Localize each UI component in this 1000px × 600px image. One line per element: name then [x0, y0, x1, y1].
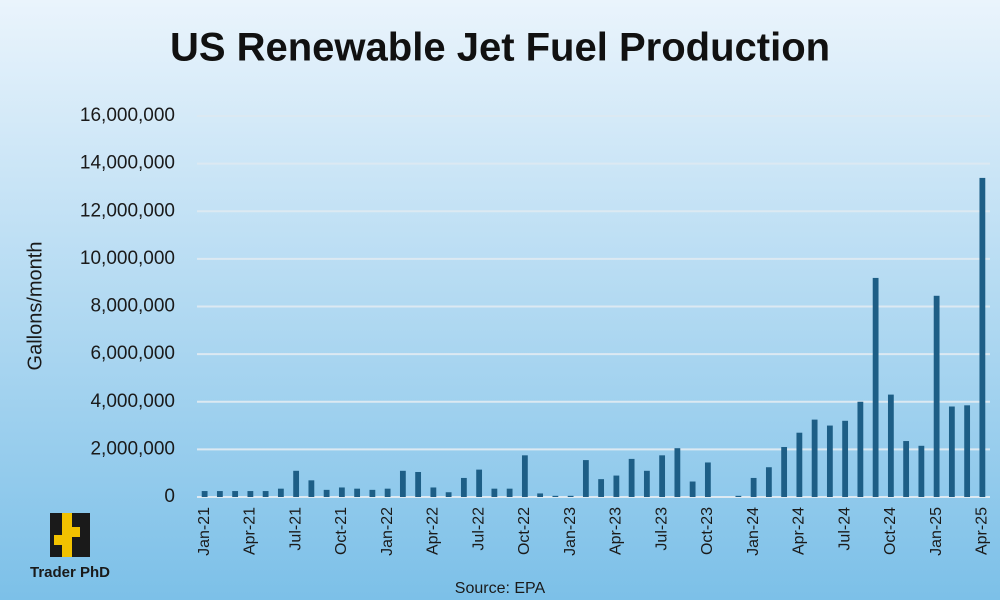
x-tick-label: Jan-25: [928, 507, 945, 556]
x-tick-label: Jul-24: [836, 507, 853, 551]
x-tick-label: Apr-22: [425, 507, 442, 555]
logo: Trader PhD: [30, 513, 110, 581]
y-tick-label: 10,000,000: [80, 248, 175, 269]
x-tick-label: Apr-25: [974, 507, 991, 555]
y-tick-label: 0: [164, 486, 175, 507]
bar: [643, 470, 650, 497]
y-tick-label: 8,000,000: [90, 296, 175, 317]
bar: [232, 491, 239, 497]
y-tick-label: 16,000,000: [80, 105, 175, 126]
bar: [948, 406, 955, 497]
x-tick-label: Jul-21: [287, 507, 304, 551]
bar: [582, 460, 589, 497]
x-tick-label: Oct-23: [699, 507, 716, 555]
y-tick-label: 12,000,000: [80, 200, 175, 221]
bar: [887, 394, 894, 497]
y-axis-label: Gallons/month: [24, 242, 46, 371]
bar: [491, 488, 498, 497]
bar: [765, 467, 772, 497]
bar: [552, 495, 559, 497]
x-tick-label: Jul-22: [470, 507, 487, 551]
x-tick-label: Apr-21: [242, 507, 259, 555]
bar: [567, 495, 574, 497]
x-tick-label: Oct-22: [516, 507, 533, 555]
bar: [933, 295, 940, 497]
y-tick-label: 14,000,000: [80, 153, 175, 174]
y-tick-label: 4,000,000: [90, 391, 175, 412]
bar: [293, 470, 300, 497]
bar: [460, 477, 467, 497]
bar: [903, 441, 910, 497]
y-tick-label: 2,000,000: [90, 438, 175, 459]
bar: [704, 462, 711, 497]
bar: [537, 493, 544, 497]
bar: [674, 448, 681, 497]
logo-mark: [54, 513, 80, 557]
bar: [613, 475, 620, 497]
bar: [323, 489, 330, 497]
bar: [659, 455, 666, 497]
x-tick-label: Jul-23: [653, 507, 670, 551]
bar: [247, 491, 254, 497]
x-tick-label: Oct-21: [333, 507, 350, 555]
bar: [384, 488, 391, 497]
x-tick-label: Jan-22: [379, 507, 396, 556]
bar: [735, 495, 742, 497]
bar: [689, 481, 696, 497]
x-tick-label: Jan-21: [196, 507, 213, 556]
bar: [476, 469, 483, 497]
bar: [354, 488, 361, 497]
bar: [399, 470, 406, 497]
bar: [277, 488, 284, 497]
bar: [415, 471, 422, 497]
bar: [262, 491, 269, 497]
y-tick-label: 6,000,000: [90, 343, 175, 364]
bar: [796, 432, 803, 497]
x-tick-label: Jan-23: [562, 507, 579, 556]
chart-title: US Renewable Jet Fuel Production: [170, 26, 830, 70]
bar: [628, 458, 635, 497]
bar: [338, 487, 345, 497]
bar: [826, 425, 833, 497]
bar: [811, 419, 818, 497]
bar: [216, 491, 223, 497]
bar: [979, 177, 986, 497]
bar: [598, 479, 605, 497]
bar: [308, 480, 315, 497]
brand: Trader PhD: [30, 564, 110, 581]
x-tick-label: Apr-23: [608, 507, 625, 555]
source: Source: EPA: [455, 580, 546, 597]
bar: [506, 488, 513, 497]
bar: [750, 477, 757, 497]
bar: [964, 405, 971, 497]
x-tick-label: Oct-24: [882, 507, 899, 555]
bar: [781, 446, 788, 497]
bar: [430, 487, 437, 497]
bar: [918, 445, 925, 497]
bar: [842, 420, 849, 497]
x-tick-label: Jan-24: [745, 507, 762, 556]
bar: [445, 492, 452, 497]
bar: [857, 401, 864, 497]
bar: [201, 491, 208, 497]
x-tick-label: Apr-24: [791, 507, 808, 555]
bar: [521, 455, 528, 497]
bar: [872, 277, 879, 497]
bar: [369, 489, 376, 497]
